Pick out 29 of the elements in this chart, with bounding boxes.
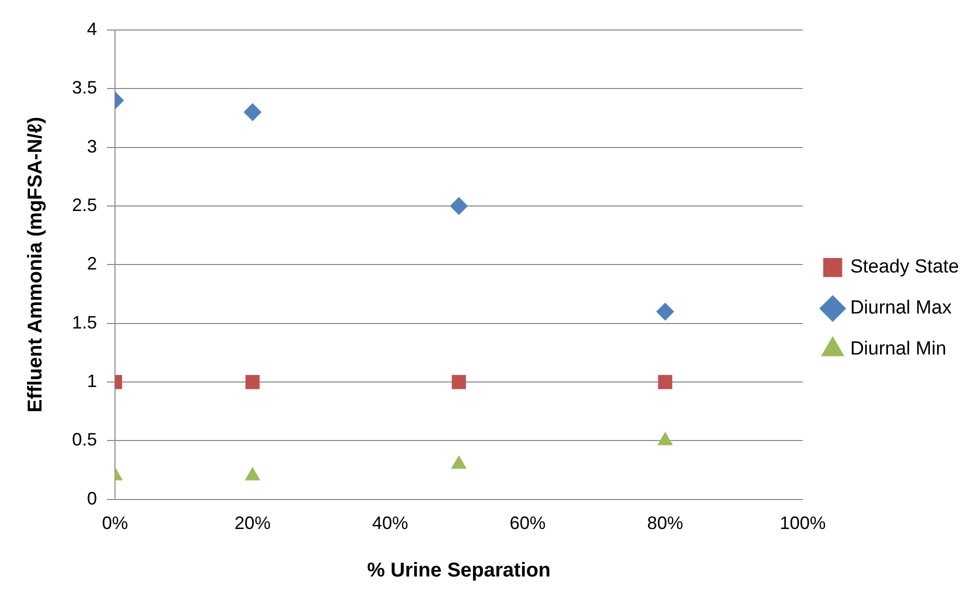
- point: [452, 374, 466, 390]
- y-tick-label: 3.5: [72, 78, 98, 98]
- x-tick-label: 20%: [234, 513, 271, 534]
- y-tick-label: 4: [87, 18, 98, 39]
- y-tick-label: 0.5: [72, 430, 98, 450]
- y-tick-label: 0: [87, 488, 98, 508]
- x-tick-label: 60%: [510, 513, 546, 534]
- point: [658, 374, 672, 390]
- legend-label: Diurnal Max: [850, 298, 952, 319]
- point: [657, 432, 673, 446]
- x-tick-label: 40%: [372, 513, 408, 534]
- point: [244, 466, 260, 480]
- point: [244, 103, 262, 122]
- point: [245, 374, 260, 390]
- y-tick-label: 1: [87, 371, 98, 392]
- x-tick-label: 100%: [780, 513, 826, 534]
- x-axis-title: % Urine Separation: [367, 560, 551, 582]
- y-tick-label: 1.5: [72, 312, 98, 332]
- point: [451, 455, 467, 469]
- y-axis-title: Effluent Ammonia (mgFSA-N/ℓ): [24, 116, 47, 413]
- x-tick-label: 0%: [102, 513, 128, 534]
- y-tick-label: 2.5: [72, 194, 98, 215]
- point: [450, 197, 468, 216]
- y-tick-label: 3: [87, 136, 98, 156]
- y-tick-label: 2: [87, 254, 98, 274]
- x-tick-label: 80%: [647, 513, 684, 534]
- legend-label: Steady State: [850, 256, 959, 278]
- point: [656, 302, 674, 321]
- legend-label: Diurnal Min: [850, 338, 946, 360]
